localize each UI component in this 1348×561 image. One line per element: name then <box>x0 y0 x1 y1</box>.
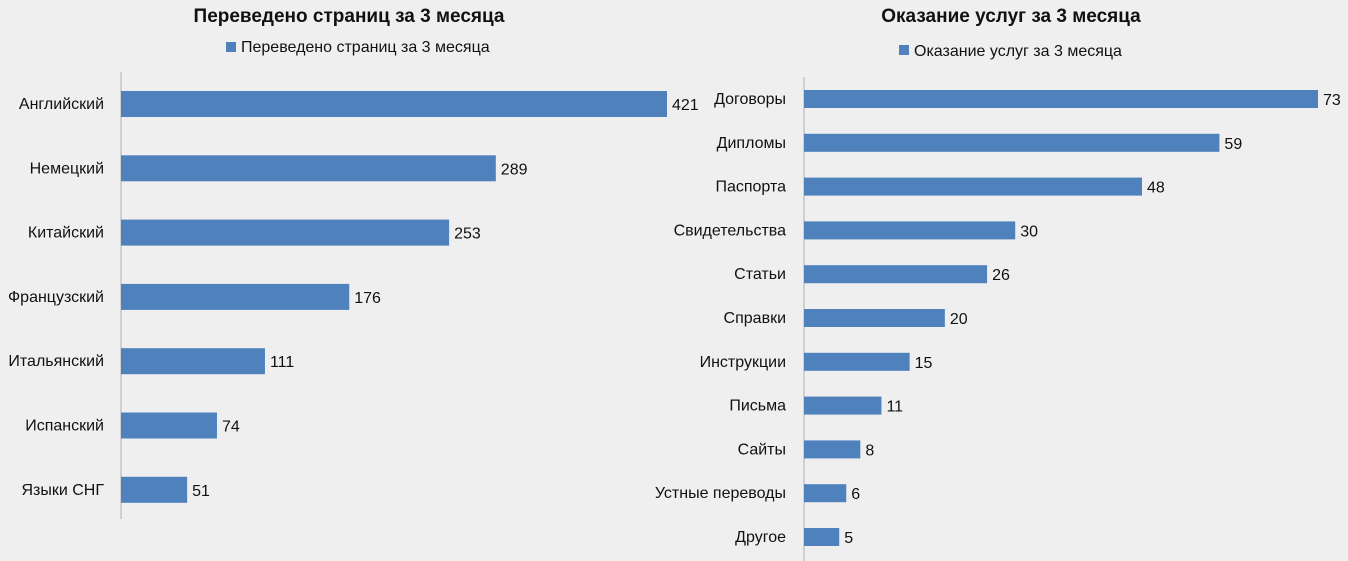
data-label: 74 <box>222 419 240 436</box>
data-label: 30 <box>1020 223 1038 240</box>
data-label: 73 <box>1323 92 1341 109</box>
bar <box>804 528 840 546</box>
bar <box>804 265 988 284</box>
category-label: Дипломы <box>717 135 786 152</box>
data-label: 8 <box>865 442 874 459</box>
category-label: Языки СНГ <box>21 482 104 499</box>
category-label: Письма <box>729 398 786 415</box>
legend: Переведено страниц за 3 месяца <box>226 39 490 56</box>
data-label: 51 <box>192 483 210 500</box>
category-label: Свидетельства <box>674 222 787 239</box>
bar <box>121 91 667 117</box>
category-label: Английский <box>19 96 104 113</box>
bar <box>121 283 350 310</box>
category-label: Немецкий <box>30 160 104 177</box>
chart-title: Переведено страниц за 3 месяца <box>194 6 505 27</box>
legend-label: Оказание услуг за 3 месяца <box>914 43 1122 60</box>
bar <box>804 484 847 503</box>
bar <box>121 219 450 246</box>
services-chart: Оказание услуг за 3 месяца Оказание услу… <box>655 6 1341 561</box>
data-label: 26 <box>992 267 1010 284</box>
data-label: 15 <box>915 355 933 372</box>
data-label: 176 <box>354 290 381 307</box>
bar <box>121 476 188 503</box>
bar <box>121 155 496 182</box>
bar <box>804 309 945 327</box>
category-label: Справки <box>724 310 786 327</box>
data-label: 421 <box>672 97 699 114</box>
chart-title: Оказание услуг за 3 месяца <box>881 6 1141 27</box>
category-label: Другое <box>735 529 786 546</box>
legend-label: Переведено страниц за 3 месяца <box>241 39 490 56</box>
bar <box>804 90 1318 108</box>
data-label: 59 <box>1224 136 1242 153</box>
legend-swatch <box>899 45 909 55</box>
legend: Оказание услуг за 3 месяца <box>899 43 1122 60</box>
category-label: Статьи <box>734 266 786 283</box>
legend-swatch <box>226 42 236 52</box>
data-label: 48 <box>1147 180 1165 197</box>
category-label: Итальянский <box>8 353 104 370</box>
data-label: 6 <box>851 486 860 503</box>
category-label: Устные переводы <box>655 485 786 502</box>
category-label: Французский <box>8 289 104 306</box>
bar <box>804 396 882 415</box>
data-label: 20 <box>950 311 968 328</box>
bar <box>804 177 1142 196</box>
data-label: 111 <box>270 354 294 371</box>
data-label: 5 <box>844 530 853 547</box>
category-label: Договоры <box>714 91 786 108</box>
category-label: Испанский <box>25 418 104 435</box>
bar <box>121 412 217 439</box>
data-label: 11 <box>886 399 903 416</box>
pages-translated-chart: Переведено страниц за 3 месяца Переведен… <box>8 6 699 519</box>
category-label: Инструкции <box>700 354 786 371</box>
category-label: Сайты <box>738 441 786 458</box>
category-label: Паспорта <box>715 179 786 196</box>
bar <box>121 348 265 375</box>
category-label: Китайский <box>28 225 104 242</box>
data-label: 253 <box>454 226 481 243</box>
data-label: 289 <box>501 161 528 178</box>
bar <box>804 352 910 371</box>
bar <box>804 133 1220 152</box>
bar <box>804 440 861 459</box>
bar <box>804 221 1016 240</box>
